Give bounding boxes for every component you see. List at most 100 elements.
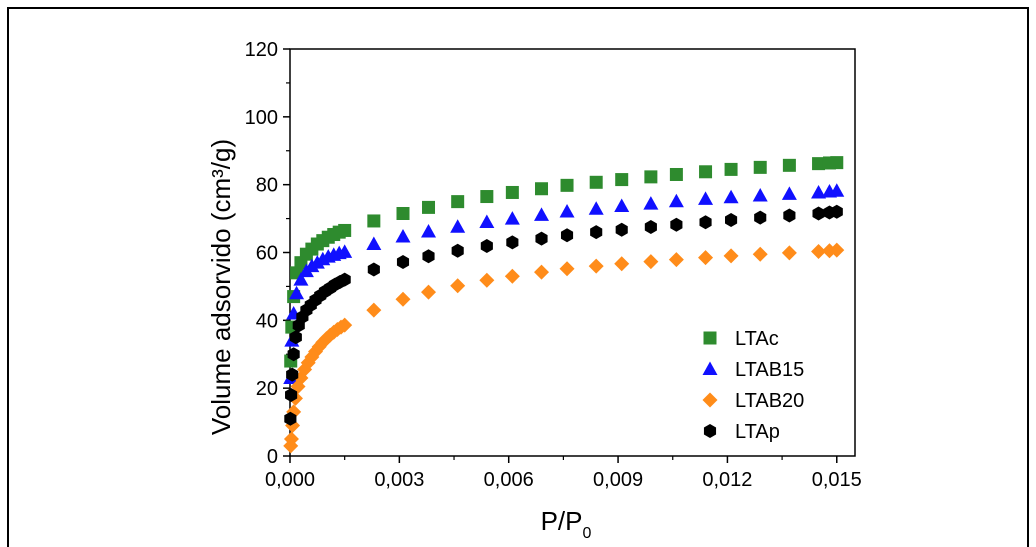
data-point-ltap bbox=[286, 367, 299, 382]
data-point-ltab15 bbox=[668, 193, 684, 208]
data-point-ltab20 bbox=[698, 250, 714, 266]
data-point-ltab20 bbox=[395, 291, 411, 307]
data-point-ltap bbox=[725, 212, 738, 227]
data-point-ltab20 bbox=[559, 261, 575, 277]
data-point-ltab20 bbox=[643, 254, 659, 270]
data-point-ltab20 bbox=[366, 302, 382, 318]
x-tick-label: 0,003 bbox=[374, 469, 424, 491]
data-point-ltac bbox=[560, 178, 574, 192]
data-point-ltab15 bbox=[366, 236, 382, 251]
legend-label-ltab15: LTAB15 bbox=[735, 359, 804, 381]
data-point-ltap bbox=[560, 228, 574, 243]
data-point-ltab20 bbox=[811, 243, 827, 259]
y-tick-label: 120 bbox=[245, 39, 278, 61]
data-point-ltac bbox=[644, 170, 658, 184]
data-point-ltac bbox=[422, 200, 436, 214]
x-axis-title: P/P0 bbox=[541, 506, 592, 540]
legend-marker-ltab15 bbox=[702, 361, 718, 375]
data-point-ltab15 bbox=[534, 207, 550, 221]
legend-label-ltab20: LTAB20 bbox=[735, 390, 804, 412]
data-point-ltab15 bbox=[337, 244, 353, 258]
data-point-ltab15 bbox=[752, 188, 768, 202]
data-point-ltap bbox=[284, 411, 297, 426]
data-point-ltap bbox=[783, 208, 796, 223]
data-point-ltac bbox=[830, 156, 844, 170]
data-point-ltap bbox=[285, 387, 298, 402]
data-point-ltac bbox=[699, 165, 713, 179]
data-point-ltap bbox=[287, 347, 300, 362]
x-tick-label: 0,000 bbox=[265, 469, 315, 491]
data-point-ltac bbox=[396, 206, 410, 220]
y-axis-title: Volume adsorvido (cm³/g) bbox=[206, 139, 236, 435]
data-point-ltab15 bbox=[829, 183, 845, 197]
data-point-ltab15 bbox=[781, 186, 797, 200]
y-tick-label: 0 bbox=[267, 446, 278, 468]
data-point-ltap bbox=[535, 231, 548, 246]
data-point-ltab20 bbox=[614, 256, 630, 272]
data-point-ltap bbox=[590, 225, 603, 240]
data-point-ltap bbox=[289, 330, 302, 345]
legend-marker-ltab20 bbox=[702, 392, 718, 408]
y-tick-label: 20 bbox=[256, 378, 278, 400]
data-point-ltac bbox=[589, 175, 603, 189]
data-point-ltab20 bbox=[450, 278, 466, 294]
data-point-ltap bbox=[699, 215, 712, 230]
data-point-ltab15 bbox=[504, 211, 520, 225]
legend: LTAc LTAB15 LTAB20 LTAp bbox=[702, 328, 804, 443]
data-point-ltap bbox=[396, 255, 410, 269]
data-point-ltab15 bbox=[811, 184, 827, 199]
series-ltab15 bbox=[283, 183, 845, 384]
data-point-ltab15 bbox=[421, 223, 437, 238]
data-point-ltab15 bbox=[479, 214, 495, 228]
data-point-ltab20 bbox=[781, 245, 797, 261]
data-point-ltac bbox=[669, 167, 683, 181]
data-point-ltab15 bbox=[559, 203, 575, 218]
data-point-ltac bbox=[724, 162, 738, 176]
x-axis-title-subscript: 0 bbox=[583, 525, 592, 540]
data-point-ltap bbox=[615, 222, 628, 237]
data-point-ltab15 bbox=[723, 189, 739, 204]
y-tick-label: 100 bbox=[245, 107, 278, 129]
data-point-ltab20 bbox=[752, 246, 768, 262]
data-point-ltab20 bbox=[829, 242, 845, 258]
data-point-ltac bbox=[782, 158, 796, 172]
data-point-ltab15 bbox=[293, 272, 309, 286]
legend-label-ltap: LTAp bbox=[735, 421, 780, 443]
data-point-ltap bbox=[422, 249, 435, 264]
data-point-ltab15 bbox=[450, 219, 466, 233]
data-point-ltap bbox=[451, 243, 464, 258]
data-point-ltap bbox=[754, 210, 767, 225]
data-point-ltac bbox=[812, 157, 826, 171]
data-point-ltac bbox=[367, 214, 381, 228]
data-point-ltap bbox=[338, 272, 351, 287]
data-point-ltac bbox=[505, 185, 519, 199]
data-point-ltab15 bbox=[289, 285, 305, 300]
series-ltab20 bbox=[283, 242, 845, 454]
data-point-ltab20 bbox=[421, 284, 437, 300]
legend-marker-ltap bbox=[703, 424, 717, 438]
axes: 0 20 40 60 80 100 120 0,000 0,003 0,006 0,009 0,012… bbox=[245, 39, 862, 491]
legend-label-ltac: LTAc bbox=[735, 328, 779, 350]
data-point-ltab15 bbox=[698, 191, 714, 205]
data-point-ltab15 bbox=[588, 201, 604, 215]
data-point-ltap bbox=[830, 204, 843, 219]
x-tick-label: 0,015 bbox=[812, 469, 862, 491]
y-tick-label: 80 bbox=[256, 175, 278, 197]
data-point-ltap bbox=[812, 206, 825, 221]
data-point-ltac bbox=[338, 223, 352, 237]
data-point-ltab20 bbox=[479, 272, 495, 288]
y-tick-label: 60 bbox=[256, 243, 278, 265]
data-marks bbox=[283, 156, 845, 454]
data-point-ltap bbox=[480, 239, 493, 254]
data-point-ltab20 bbox=[283, 431, 299, 447]
data-point-ltab20 bbox=[668, 252, 684, 268]
data-point-ltab20 bbox=[534, 264, 550, 280]
x-tick-label: 0,009 bbox=[593, 469, 643, 491]
x-tick-label: 0,012 bbox=[702, 469, 752, 491]
data-point-ltac bbox=[480, 190, 494, 204]
data-point-ltab20 bbox=[588, 258, 604, 274]
data-point-ltab20 bbox=[723, 248, 739, 264]
data-point-ltab15 bbox=[395, 229, 411, 243]
legend-marker-ltac bbox=[703, 331, 717, 345]
